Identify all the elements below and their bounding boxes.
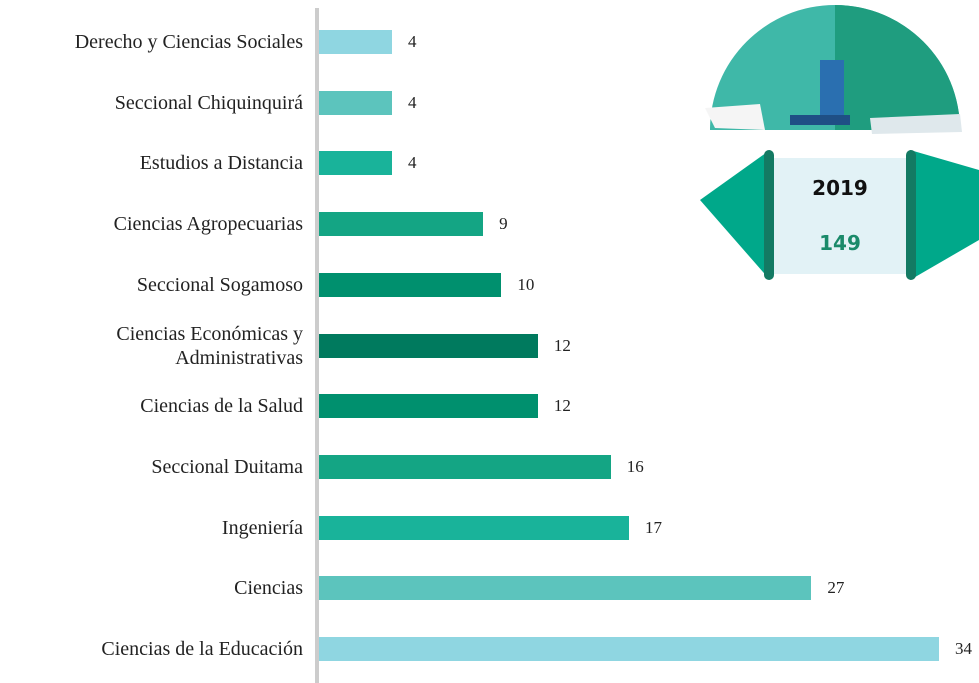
microscope xyxy=(790,115,850,125)
bar xyxy=(319,151,392,175)
chart: 2019 149 Derecho y Ciencias Sociales 4 Sec… xyxy=(0,0,979,683)
category-label: Seccional Duitama xyxy=(0,455,303,479)
value-label: 12 xyxy=(554,336,571,356)
category-label: Ciencias de la Educación xyxy=(0,637,303,661)
value-label: 9 xyxy=(499,214,508,234)
bar xyxy=(319,334,538,358)
illustration-bg xyxy=(835,5,960,130)
category-label: Seccional Sogamoso xyxy=(0,273,303,297)
category-label: Ingeniería xyxy=(0,516,303,540)
bar xyxy=(319,30,392,54)
bar xyxy=(319,273,501,297)
bar xyxy=(319,212,483,236)
category-label: Ciencias xyxy=(0,576,303,600)
badge-total: 149 xyxy=(819,231,861,255)
value-label: 27 xyxy=(827,578,844,598)
category-label: Ciencias Agropecuarias xyxy=(0,212,303,236)
value-label: 16 xyxy=(627,457,644,477)
bar xyxy=(319,516,629,540)
value-label: 10 xyxy=(517,275,534,295)
bar xyxy=(319,455,611,479)
bar xyxy=(319,394,538,418)
value-label: 12 xyxy=(554,396,571,416)
category-label: Ciencias de la Salud xyxy=(0,394,303,418)
value-label: 4 xyxy=(408,32,417,52)
badge-year: 2019 xyxy=(812,176,868,200)
bar xyxy=(319,637,939,661)
value-label: 4 xyxy=(408,153,417,173)
badge-arrow xyxy=(700,150,770,280)
category-label: Ciencias Económicas y Administrativas xyxy=(0,322,303,370)
value-label: 34 xyxy=(955,639,972,659)
value-label: 17 xyxy=(645,518,662,538)
category-label: Derecho y Ciencias Sociales xyxy=(0,30,303,54)
bar xyxy=(319,91,392,115)
badge-roll xyxy=(906,150,916,280)
badge-roll xyxy=(764,150,774,280)
microscope xyxy=(820,60,844,120)
category-label: Seccional Chiquinquirá xyxy=(0,91,303,115)
category-label: Estudios a Distancia xyxy=(0,151,303,175)
bar xyxy=(319,576,811,600)
badge-arrow xyxy=(910,150,979,280)
value-label: 4 xyxy=(408,93,417,113)
